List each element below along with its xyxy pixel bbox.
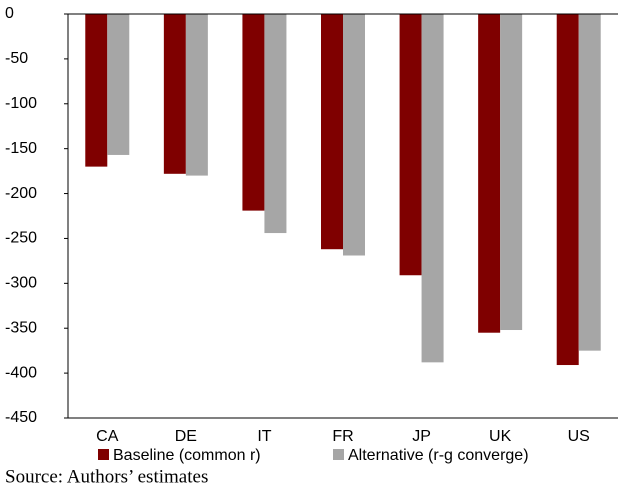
y-tick-label: -250 [5, 230, 37, 247]
y-tick-label: -450 [5, 409, 37, 426]
legend-label: Alternative (r-g converge) [348, 447, 529, 464]
x-tick-label: CA [96, 428, 119, 445]
y-tick-label: -50 [5, 50, 28, 67]
bar [321, 14, 343, 250]
bar [478, 14, 501, 333]
bar [85, 14, 108, 167]
bar [163, 14, 186, 174]
legend-swatch [333, 449, 344, 460]
bar [107, 14, 130, 155]
y-tick-label: -300 [5, 275, 37, 292]
x-tick-label: JP [412, 428, 431, 445]
x-tick-label: DE [175, 428, 197, 445]
y-tick-label: -200 [5, 185, 37, 202]
y-tick-label: 0 [5, 5, 14, 22]
bar [421, 14, 444, 363]
bar [578, 14, 601, 351]
bar [264, 14, 287, 234]
x-tick-label: UK [489, 428, 512, 445]
bar [242, 14, 265, 211]
y-tick-label: -100 [5, 95, 37, 112]
x-tick-label: FR [332, 428, 353, 445]
bar [343, 14, 365, 256]
legend-label: Baseline (common r) [113, 447, 261, 464]
bar [185, 14, 208, 176]
source-note: Source: Authors’ estimates [5, 466, 208, 487]
bar [556, 14, 579, 366]
y-tick-label: -400 [5, 364, 37, 381]
bar [399, 14, 422, 276]
x-tick-label: US [568, 428, 590, 445]
y-tick-label: -350 [5, 319, 37, 336]
legend-swatch [98, 449, 109, 460]
y-tick-label: -150 [5, 140, 37, 157]
bar [500, 14, 523, 331]
x-tick-label: IT [257, 428, 271, 445]
